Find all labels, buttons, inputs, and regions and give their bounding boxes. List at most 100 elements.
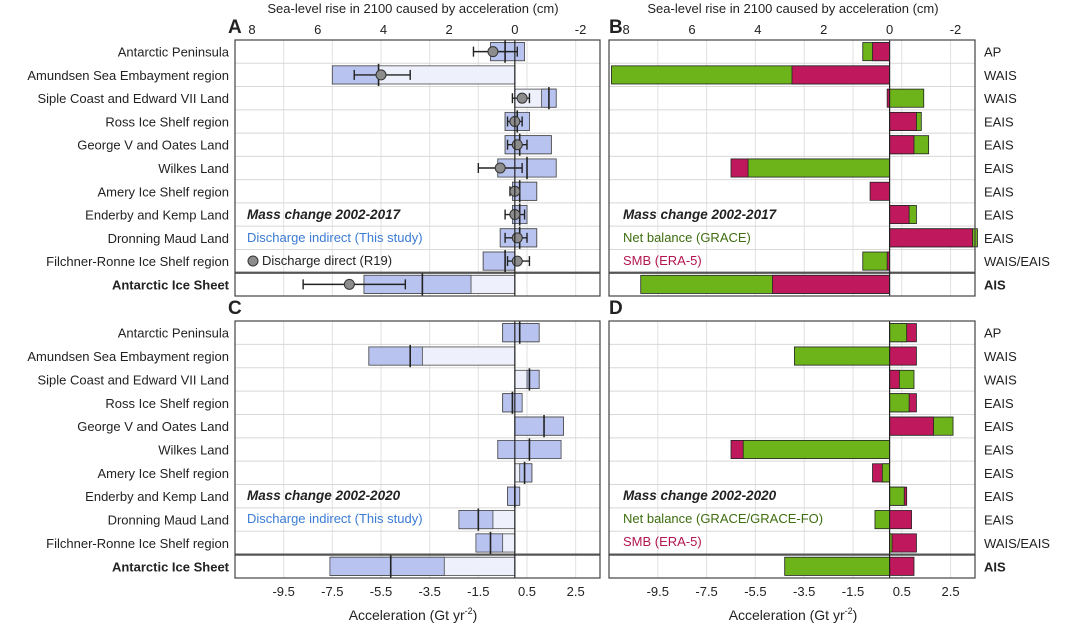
panel-frame-a bbox=[234, 39, 601, 297]
region-label-a-0: Antarctic Peninsula bbox=[118, 45, 230, 60]
grace-bar-b-5 bbox=[747, 158, 891, 178]
labels-layer: 8 6 4 2 0 -2 Antarctic Peninsula Amundsen Sea E… bbox=[27, 22, 1050, 599]
legend-net-balance-b: Net balance (GRACE) bbox=[623, 230, 751, 245]
legend-direct-marker bbox=[247, 255, 259, 267]
basin-label-d-7: EAIS bbox=[984, 489, 1014, 504]
direct-point-5 bbox=[494, 162, 506, 174]
bars-layer bbox=[302, 40, 978, 578]
indirect-core-bar-c-1 bbox=[368, 346, 423, 366]
direct-point-10 bbox=[343, 278, 355, 290]
basin-label-b-4: EAIS bbox=[984, 138, 1014, 153]
basin-label-b-0: AP bbox=[984, 45, 1001, 60]
legend-smb-b: SMB (ERA-5) bbox=[623, 253, 702, 268]
basin-label-d-9: WAIS/EAIS bbox=[984, 536, 1050, 551]
region-label-c-3: Ross Ice Shelf region bbox=[105, 396, 229, 411]
direct-point-4 bbox=[511, 139, 523, 151]
basin-label-b-9: WAIS/EAIS bbox=[984, 254, 1050, 269]
top-tick-label-a-1: 6 bbox=[314, 22, 321, 37]
region-label-c-9: Filchner-Ronne Ice Shelf region bbox=[46, 536, 229, 551]
region-label-a-2: Siple Coast and Edward VII Land bbox=[37, 91, 229, 106]
basin-label-b-1: WAIS bbox=[984, 68, 1017, 83]
x-tick-label-d-5: 0.5 bbox=[893, 584, 911, 599]
basin-label-b-6: EAIS bbox=[984, 184, 1014, 199]
x-tick-label-d-1: -7.5 bbox=[695, 584, 717, 599]
smb-bar-b-8 bbox=[889, 228, 973, 248]
direct-point-0 bbox=[487, 46, 499, 58]
smb-bar-d-8 bbox=[889, 510, 912, 530]
indirect-core-bar-c-7 bbox=[507, 486, 521, 506]
basin-label-d-3: EAIS bbox=[984, 396, 1014, 411]
region-label-a-8: Dronning Maud Land bbox=[108, 231, 229, 246]
direct-point-2 bbox=[516, 92, 528, 104]
top-tick-label-b-3: 2 bbox=[820, 22, 827, 37]
region-label-a-6: Amery Ice Shelf region bbox=[97, 184, 229, 199]
basin-label-d-8: EAIS bbox=[984, 513, 1014, 528]
x-tick-label-d-0: -9.5 bbox=[647, 584, 669, 599]
top-tick-label-b-0: 8 bbox=[622, 22, 629, 37]
x-tick-label-d-2: -5.5 bbox=[744, 584, 766, 599]
grace-bar-b-2 bbox=[889, 88, 925, 108]
region-label-a-3: Ross Ice Shelf region bbox=[105, 114, 229, 129]
legend-panel-d: Mass change 2002-2020 Net balance (GRACE… bbox=[623, 488, 823, 549]
indirect-core-bar-c-9 bbox=[475, 533, 504, 553]
bottom-axis-title-left: Acceleration (Gt yr-2) bbox=[349, 606, 478, 623]
smb-bar-d-10 bbox=[889, 556, 915, 576]
panel-letter-c: C bbox=[228, 298, 242, 319]
region-label-c-6: Amery Ice Shelf region bbox=[97, 466, 229, 481]
basin-label-d-1: WAIS bbox=[984, 349, 1017, 364]
top-tick-label-b-2: 4 bbox=[754, 22, 761, 37]
smb-bar-b-4 bbox=[889, 135, 915, 155]
x-tick-label-c-6: 2.5 bbox=[567, 584, 585, 599]
region-label-a-5: Wilkes Land bbox=[158, 161, 229, 176]
top-tick-label-a-2: 4 bbox=[380, 22, 387, 37]
legend-title-a: Mass change 2002-2017 bbox=[247, 207, 402, 222]
region-label-c-8: Dronning Maud Land bbox=[108, 513, 229, 528]
smb-bar-b-7 bbox=[889, 205, 910, 225]
smb-bar-d-1 bbox=[889, 346, 917, 366]
legend-title-c: Mass change 2002-2020 bbox=[247, 488, 401, 503]
basin-label-b-7: EAIS bbox=[984, 208, 1014, 223]
basin-label-d-6: EAIS bbox=[984, 466, 1014, 481]
x-tick-label-c-1: -7.5 bbox=[321, 584, 343, 599]
smb-bar-b-3 bbox=[889, 111, 917, 131]
top-tick-label-a-0: 8 bbox=[248, 22, 255, 37]
indirect-core-bar-c-4 bbox=[514, 416, 564, 436]
indirect-core-bar-c-8 bbox=[458, 510, 494, 530]
legend-panel-c: Mass change 2002-2020 Discharge indirect… bbox=[247, 488, 423, 526]
direct-point-9 bbox=[511, 255, 523, 267]
top-tick-label-a-5: -2 bbox=[575, 22, 587, 37]
basin-label-d-5: EAIS bbox=[984, 443, 1014, 458]
grace-bar-b-9 bbox=[862, 251, 891, 271]
legend-indirect-a: Discharge indirect (This study) bbox=[247, 230, 423, 245]
legend-net-balance-d: Net balance (GRACE/GRACE-FO) bbox=[623, 511, 823, 526]
basin-label-b-3: EAIS bbox=[984, 114, 1014, 129]
panel-letter-d: D bbox=[609, 298, 623, 319]
region-label-c-7: Enderby and Kemp Land bbox=[85, 489, 229, 504]
basin-label-b-8: EAIS bbox=[984, 231, 1014, 246]
x-tick-label-c-5: 0.5 bbox=[518, 584, 536, 599]
indirect-core-bar-c-6 bbox=[519, 463, 533, 483]
basin-label-b-2: WAIS bbox=[984, 91, 1017, 106]
smb-bar-d-4 bbox=[889, 416, 934, 436]
x-tick-label-c-2: -5.5 bbox=[370, 584, 392, 599]
top-axis-title-right: Sea-level rise in 2100 caused by acceler… bbox=[647, 1, 938, 16]
direct-point-8 bbox=[511, 232, 523, 244]
top-tick-label-b-5: -2 bbox=[950, 22, 962, 37]
basin-label-d-0: AP bbox=[984, 326, 1001, 341]
region-label-a-10: Antarctic Ice Sheet bbox=[112, 277, 230, 292]
top-tick-label-a-3: 2 bbox=[446, 22, 453, 37]
region-label-a-4: George V and Oates Land bbox=[77, 138, 229, 153]
legend-direct-a: Discharge direct (R19) bbox=[262, 253, 392, 268]
grace-bar-d-5 bbox=[742, 439, 891, 460]
region-label-c-10: Antarctic Ice Sheet bbox=[112, 559, 230, 574]
basin-label-d-4: EAIS bbox=[984, 419, 1014, 434]
legend-smb-d: SMB (ERA-5) bbox=[623, 534, 702, 549]
x-tick-label-c-3: -3.5 bbox=[418, 584, 440, 599]
legend-title-b: Mass change 2002-2017 bbox=[623, 207, 778, 222]
top-tick-label-a-4: 0 bbox=[511, 22, 518, 37]
x-tick-label-d-3: -3.5 bbox=[793, 584, 815, 599]
x-tick-label-d-6: 2.5 bbox=[942, 584, 960, 599]
top-axis-title-left: Sea-level rise in 2100 caused by acceler… bbox=[267, 1, 558, 16]
grace-bar-d-10 bbox=[784, 556, 890, 576]
